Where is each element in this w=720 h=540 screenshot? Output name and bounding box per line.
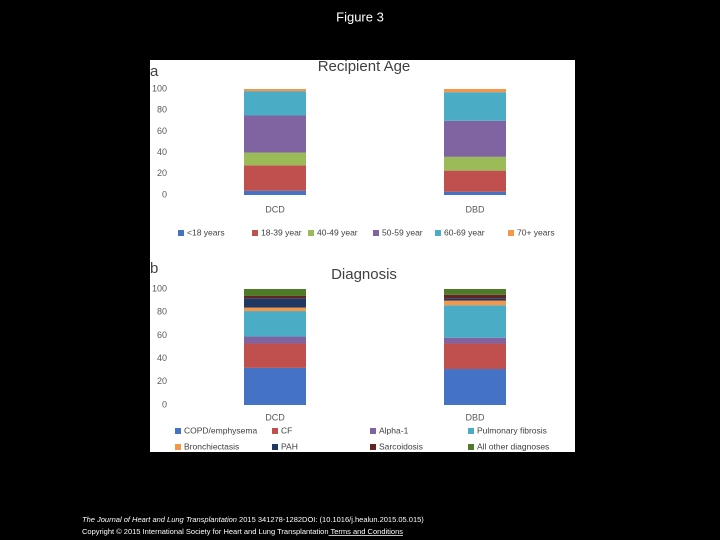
legend-swatch (468, 444, 474, 450)
y-tick-label: 80 (157, 307, 167, 317)
legend-label: Bronchiectasis (184, 441, 239, 451)
bar-segment (444, 191, 506, 195)
legend-swatch (252, 230, 258, 236)
y-tick-label: 40 (157, 147, 167, 157)
bar-segment (444, 170, 506, 192)
legend-swatch (308, 230, 314, 236)
legend-swatch (435, 230, 441, 236)
bar-segment (244, 289, 306, 296)
legend-label: All other diagnoses (477, 441, 549, 451)
bar-segment (244, 89, 306, 92)
bar-segment (444, 120, 506, 157)
terms-link[interactable]: Terms and Conditions (329, 527, 404, 536)
y-tick-label: 0 (162, 399, 167, 409)
y-tick-label: 0 (162, 189, 167, 199)
bar-segment (444, 369, 506, 405)
legend-swatch (178, 230, 184, 236)
citation: 2015 341278-1282DOI: (10.1016/j.healun.2… (237, 515, 424, 524)
legend-label: <18 years (187, 227, 225, 237)
x-tick-label: DCD (265, 412, 285, 422)
legend-swatch (272, 428, 278, 434)
bar-segment (244, 91, 306, 116)
legend-label: COPD/emphysema (184, 425, 257, 435)
bar-segment (444, 294, 506, 299)
legend-label: Alpha-1 (379, 425, 409, 435)
bar-segment (244, 307, 306, 312)
chart-title: Recipient Age (318, 58, 411, 75)
y-tick-label: 80 (157, 105, 167, 115)
bar-segment (444, 92, 506, 121)
legend-label: 70+ years (517, 227, 555, 237)
bar-segment (244, 115, 306, 153)
y-tick-label: 60 (157, 126, 167, 136)
footer-line: Copyright © 2015 International Society f… (82, 527, 403, 536)
y-tick-label: 20 (157, 168, 167, 178)
y-tick-label: 100 (152, 283, 167, 293)
panel-label: a (150, 63, 159, 80)
chart-title: Diagnosis (331, 266, 397, 283)
bar-segment (244, 311, 306, 337)
legend-label: Sarcoidosis (379, 441, 423, 451)
bar-segment (444, 89, 506, 93)
legend-label: 50-59 year (382, 227, 423, 237)
legend-swatch (175, 444, 181, 450)
legend-swatch (370, 428, 376, 434)
bar-segment (444, 298, 506, 301)
y-tick-label: 60 (157, 330, 167, 340)
legend-label: Pulmonary fibrosis (477, 425, 547, 435)
bar-segment (444, 305, 506, 338)
figure-panel (150, 60, 575, 452)
legend-label: 60-69 year (444, 227, 485, 237)
bar-segment (444, 337, 506, 344)
legend-swatch (468, 428, 474, 434)
bar-segment (244, 152, 306, 166)
copyright: Copyright © 2015 International Society f… (82, 527, 329, 536)
bar-segment (244, 343, 306, 368)
legend-label: CF (281, 425, 292, 435)
y-tick-label: 40 (157, 353, 167, 363)
slide-title: Figure 3 (336, 9, 384, 24)
x-tick-label: DBD (465, 412, 485, 422)
legend-swatch (370, 444, 376, 450)
legend-label: 40-49 year (317, 227, 358, 237)
x-tick-label: DBD (465, 204, 485, 214)
y-tick-label: 20 (157, 376, 167, 386)
panel-label: b (150, 260, 158, 277)
legend-swatch (272, 444, 278, 450)
legend-label: 18-39 year (261, 227, 302, 237)
bar-segment (244, 298, 306, 308)
bar-segment (444, 289, 506, 295)
journal: The Journal of Heart and Lung Transplant… (82, 515, 237, 524)
bar-segment (244, 295, 306, 299)
bar-segment (244, 165, 306, 191)
bar-segment (444, 300, 506, 306)
legend-swatch (373, 230, 379, 236)
bar-segment (244, 367, 306, 405)
bar-segment (244, 336, 306, 344)
footer-line: The Journal of Heart and Lung Transplant… (82, 515, 424, 524)
bar-segment (444, 156, 506, 171)
y-tick-label: 100 (152, 83, 167, 93)
legend-label: PAH (281, 441, 298, 451)
bar-segment (244, 190, 306, 195)
legend-swatch (508, 230, 514, 236)
x-tick-label: DCD (265, 204, 285, 214)
legend-swatch (175, 428, 181, 434)
bar-segment (444, 343, 506, 370)
